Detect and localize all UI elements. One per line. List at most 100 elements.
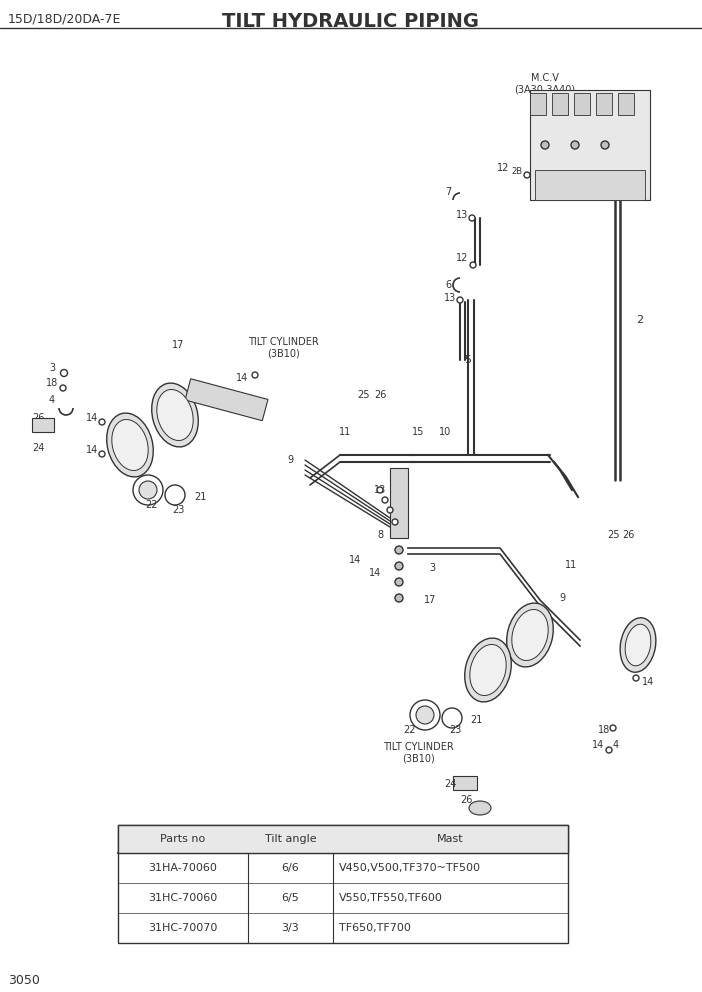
Text: 14: 14 [592, 740, 604, 750]
Circle shape [99, 419, 105, 425]
Circle shape [601, 141, 609, 149]
Circle shape [395, 594, 403, 602]
Text: TILT CYLINDER
(3B10): TILT CYLINDER (3B10) [248, 337, 319, 359]
Circle shape [524, 172, 530, 178]
Text: 10: 10 [439, 427, 451, 437]
Text: 9: 9 [559, 593, 565, 603]
Text: 11: 11 [339, 427, 351, 437]
Text: 13: 13 [374, 485, 386, 495]
Circle shape [60, 385, 66, 391]
Bar [596, 93, 612, 115]
Circle shape [457, 297, 463, 303]
Text: 14: 14 [349, 555, 361, 565]
Text: 25: 25 [357, 390, 369, 400]
Text: 7: 7 [445, 187, 451, 197]
Text: 2: 2 [637, 315, 644, 325]
Text: 14: 14 [86, 413, 98, 423]
Circle shape [541, 141, 549, 149]
Circle shape [252, 372, 258, 378]
Circle shape [387, 507, 393, 513]
Circle shape [571, 141, 579, 149]
Text: 5: 5 [465, 355, 472, 365]
Text: 3: 3 [49, 363, 55, 373]
Ellipse shape [512, 609, 548, 661]
Bar [552, 93, 568, 115]
Ellipse shape [112, 420, 148, 470]
Circle shape [606, 747, 612, 753]
Text: Mast: Mast [437, 834, 464, 844]
Text: 22: 22 [404, 725, 416, 735]
Text: 12: 12 [497, 163, 509, 173]
Text: M.C.V
(3A30-3A40): M.C.V (3A30-3A40) [515, 73, 576, 94]
Text: 17: 17 [424, 595, 436, 605]
Text: 12: 12 [456, 253, 468, 263]
Bar [118, 825, 568, 853]
Circle shape [395, 578, 403, 586]
Text: 13: 13 [456, 210, 468, 220]
Text: 3/3: 3/3 [282, 923, 299, 933]
Circle shape [633, 675, 639, 681]
Text: 8: 8 [377, 530, 383, 540]
Ellipse shape [152, 383, 198, 447]
Ellipse shape [625, 624, 651, 666]
Text: 3: 3 [429, 563, 435, 573]
Text: TF650,TF700: TF650,TF700 [339, 923, 411, 933]
Text: Tilt angle: Tilt angle [265, 834, 317, 844]
Text: 24: 24 [444, 779, 456, 789]
Circle shape [60, 369, 67, 377]
Circle shape [610, 725, 616, 731]
Text: 14: 14 [86, 445, 98, 455]
Circle shape [469, 215, 475, 221]
Bar [390, 468, 408, 538]
Text: 4: 4 [613, 740, 619, 750]
Text: V550,TF550,TF600: V550,TF550,TF600 [339, 893, 443, 903]
Ellipse shape [157, 390, 193, 440]
Circle shape [470, 262, 476, 268]
Text: 13: 13 [444, 293, 456, 303]
Bar [530, 93, 546, 115]
Ellipse shape [469, 801, 491, 815]
Text: 26: 26 [460, 795, 472, 805]
Text: 14: 14 [642, 677, 654, 687]
Text: 15D/18D/20DA-7E: 15D/18D/20DA-7E [8, 12, 121, 25]
Text: 2B: 2B [512, 168, 522, 177]
Ellipse shape [620, 618, 656, 673]
Bar [535, 170, 645, 200]
Circle shape [392, 519, 398, 525]
Text: Parts no: Parts no [160, 834, 206, 844]
Text: 23: 23 [172, 505, 184, 515]
Text: 22: 22 [146, 500, 158, 510]
Text: 14: 14 [369, 568, 381, 578]
Text: TILT HYDRAULIC PIPING: TILT HYDRAULIC PIPING [223, 12, 479, 31]
Text: TILT CYLINDER
(3B10): TILT CYLINDER (3B10) [383, 742, 453, 764]
Bar [574, 93, 590, 115]
Text: 18: 18 [598, 725, 610, 735]
Text: 26: 26 [32, 413, 44, 423]
Bar [118, 825, 568, 943]
Text: 6/6: 6/6 [282, 863, 299, 873]
Text: 2A: 2A [531, 181, 543, 189]
Text: 9: 9 [287, 455, 293, 465]
Ellipse shape [139, 481, 157, 499]
Ellipse shape [465, 638, 511, 702]
Text: 23: 23 [449, 725, 461, 735]
Ellipse shape [107, 413, 153, 477]
Text: 14: 14 [236, 373, 248, 383]
Text: 10: 10 [390, 510, 402, 520]
Ellipse shape [470, 645, 506, 695]
Text: 24: 24 [32, 443, 44, 453]
Text: 21: 21 [470, 715, 482, 725]
Circle shape [99, 451, 105, 457]
Bar [618, 93, 634, 115]
Text: 26: 26 [622, 530, 634, 540]
Bar [453, 776, 477, 790]
Circle shape [395, 562, 403, 570]
Text: 17: 17 [172, 340, 184, 350]
Text: 31HC-70070: 31HC-70070 [148, 923, 218, 933]
Bar [32, 418, 54, 432]
Text: 11: 11 [565, 560, 577, 570]
Text: V450,V500,TF370~TF500: V450,V500,TF370~TF500 [339, 863, 481, 873]
Text: 18: 18 [46, 378, 58, 388]
Text: 6/5: 6/5 [282, 893, 299, 903]
Ellipse shape [507, 603, 553, 667]
